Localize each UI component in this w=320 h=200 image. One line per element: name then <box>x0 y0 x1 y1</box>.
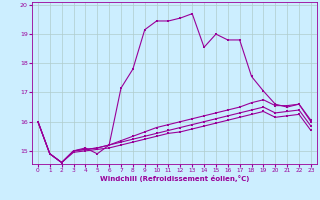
X-axis label: Windchill (Refroidissement éolien,°C): Windchill (Refroidissement éolien,°C) <box>100 175 249 182</box>
